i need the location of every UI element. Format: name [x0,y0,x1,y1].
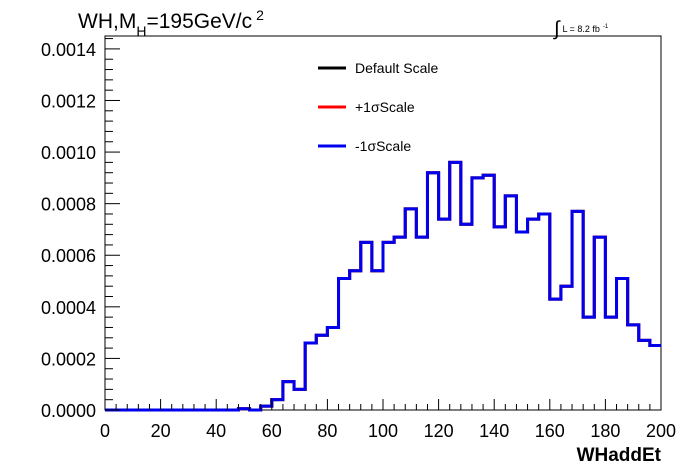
luminosity-label: ∫ L = 8.2 fb -1 [553,18,609,40]
x-tick-label: 160 [535,421,565,441]
title-prefix: WH,M [78,10,136,33]
x-tick-label: 40 [206,421,226,441]
x-tick-label: 20 [151,421,171,441]
y-tick-label: 0.0002 [41,349,96,369]
x-tick-label: 180 [590,421,620,441]
legend: Default Scale +1σScale -1σScale [318,60,438,154]
legend-label: +1σScale [355,99,415,115]
y-tick-label: 0.0000 [41,401,96,421]
lumi-text: L = 8.2 fb [562,24,599,34]
x-tick-label: 120 [424,421,454,441]
histogram-series-group [105,160,661,412]
series-line-1 [105,160,661,412]
x-tick-label: 140 [479,421,509,441]
y-tick-label: 0.0004 [41,298,96,318]
y-tick-label: 0.0008 [41,195,96,215]
y-tick-label: 0.0014 [41,40,96,60]
title-subscript: H [136,23,146,39]
y-axis: 0.0000 0.0002 0.0004 0.0006 0.0008 0.0010 0.00… [41,38,120,421]
x-tick-label: 0 [100,421,110,441]
plot-title: WH,MH=195GeV/c 2 [78,7,264,39]
legend-label: -1σScale [355,138,411,154]
series-line-2 [105,160,661,412]
y-tick-label: 0.0006 [41,246,96,266]
x-tick-label: 100 [368,421,398,441]
y-tick-label: 0.0010 [41,143,96,163]
lumi-superscript: -1 [603,24,609,30]
plot-frame [104,35,662,411]
x-tick-label: 60 [262,421,282,441]
series-line-3 [105,160,661,412]
x-tick-label: 200 [646,421,676,441]
lumi-integral: ∫ [553,18,561,40]
y-tick-label: 0.0012 [41,91,96,111]
legend-label: Default Scale [355,60,438,76]
x-axis-title: WHaddEt [577,445,662,466]
x-axis: 0 20 40 60 80 100 120 140 160 180 200 [100,399,676,441]
x-tick-label: 80 [317,421,337,441]
title-superscript: 2 [256,7,264,23]
title-main: =195GeV/c [146,10,252,33]
